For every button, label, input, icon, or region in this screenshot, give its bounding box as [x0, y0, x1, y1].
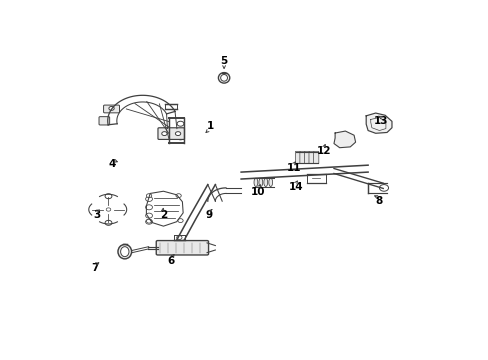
Text: 2: 2 [160, 210, 167, 220]
Text: 9: 9 [205, 210, 212, 220]
Ellipse shape [253, 178, 257, 186]
FancyBboxPatch shape [99, 117, 109, 125]
Circle shape [175, 132, 181, 136]
FancyBboxPatch shape [299, 151, 305, 163]
Text: 7: 7 [91, 263, 99, 273]
Text: 12: 12 [317, 146, 331, 156]
Ellipse shape [220, 75, 227, 81]
Text: 8: 8 [375, 196, 382, 206]
Text: 5: 5 [220, 56, 227, 66]
Circle shape [106, 208, 111, 211]
Text: 10: 10 [250, 186, 265, 197]
Circle shape [105, 194, 112, 199]
Circle shape [145, 197, 152, 202]
Polygon shape [333, 131, 355, 148]
Circle shape [379, 185, 388, 191]
Circle shape [145, 205, 152, 210]
Polygon shape [366, 113, 391, 133]
FancyBboxPatch shape [156, 240, 208, 255]
FancyBboxPatch shape [313, 151, 318, 163]
Ellipse shape [259, 178, 262, 186]
Circle shape [162, 132, 167, 136]
Ellipse shape [218, 73, 229, 83]
Text: 1: 1 [207, 121, 214, 131]
Text: 14: 14 [288, 183, 303, 192]
Ellipse shape [264, 178, 267, 186]
FancyBboxPatch shape [308, 151, 314, 163]
Circle shape [145, 213, 152, 218]
Text: 3: 3 [93, 210, 101, 220]
Circle shape [146, 219, 151, 223]
Circle shape [176, 235, 182, 239]
Circle shape [178, 219, 183, 222]
Ellipse shape [121, 247, 129, 257]
Text: 11: 11 [286, 163, 301, 173]
FancyBboxPatch shape [103, 105, 119, 113]
Circle shape [177, 121, 183, 126]
Ellipse shape [118, 244, 131, 259]
Circle shape [105, 220, 112, 225]
Circle shape [177, 135, 183, 140]
Text: 4: 4 [108, 159, 116, 169]
Circle shape [109, 107, 114, 111]
Text: 13: 13 [373, 116, 388, 126]
FancyBboxPatch shape [304, 151, 309, 163]
Circle shape [176, 194, 181, 198]
FancyBboxPatch shape [158, 128, 184, 139]
Circle shape [145, 219, 152, 224]
Ellipse shape [268, 178, 272, 186]
Text: 6: 6 [167, 256, 174, 266]
Circle shape [146, 194, 151, 198]
FancyBboxPatch shape [295, 151, 300, 163]
